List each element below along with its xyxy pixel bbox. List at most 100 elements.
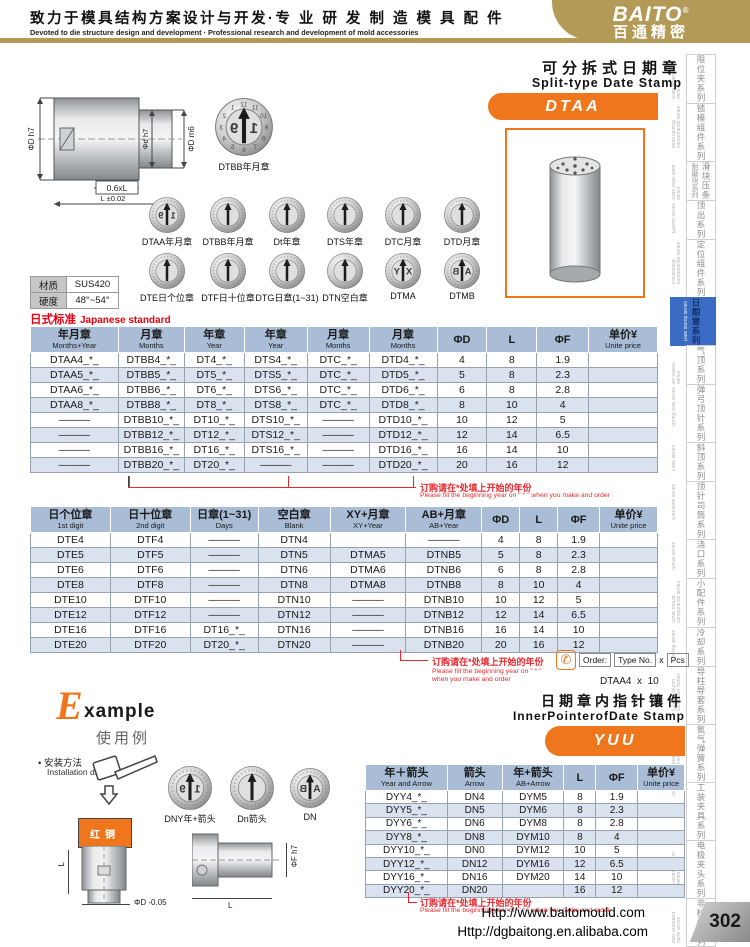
table-cell: DTBB4_*_ — [117, 352, 185, 368]
table-row: DYY10_*_ DN0 DYM12 10 5 — [365, 843, 685, 858]
table-cell: DTE6 — [30, 562, 111, 578]
column-header: 单价¥ Unite price — [637, 764, 685, 791]
table-cell: 16 — [481, 622, 521, 638]
sidebar-tab-14[interactable]: Guide Column Guide Set Series 导柱导套系列 — [672, 665, 716, 725]
sidebar-tab-4[interactable]: Ejector series 顶出系列 — [672, 199, 716, 240]
table-cell — [637, 870, 685, 885]
table-row: DYY5_*_ DN5 DYM6 8 2.3 — [365, 803, 685, 818]
table-cell: 8 — [519, 562, 559, 578]
sidebar-tab-6[interactable]: Date stamp series 日期章系列 — [670, 296, 716, 346]
sidebar-tab-zh: 电极夹头系列 — [696, 840, 706, 898]
column-header: 年+箭头 AB+Arrow — [501, 764, 565, 791]
dial-face — [210, 253, 246, 294]
technical-drawing: ΦD h7 Φd h7 ΦD m6 0.6xL L ±0.02 — [26, 84, 216, 214]
sidebar-tab-9[interactable]: Lifter series 斜顶系列 — [672, 442, 716, 482]
note1-bracket-v1 — [128, 476, 130, 487]
table-cell: 6 — [436, 382, 488, 398]
table-cell: 6.5 — [536, 427, 590, 443]
table-cell: DTC_*_ — [306, 352, 370, 368]
std-label-en: Japanese standard — [80, 315, 171, 326]
table-row: DTE10 DTF10 ——— DTN10 ——— DTNB10 10 12 5 — [30, 592, 658, 608]
sidebar-tab-zh: 氮气弹簧系列 — [696, 724, 706, 782]
sidebar-tab-12[interactable]: Small mould components series 小配件系列 — [672, 578, 716, 628]
svg-text:9: 9 — [264, 124, 268, 131]
table-cell: ——— — [329, 637, 407, 653]
table-cell — [329, 532, 407, 548]
sidebar-tab-en: Small mould components series — [672, 581, 682, 623]
order-times: x — [659, 655, 664, 665]
sidebar-tab-en: Ejector series — [672, 202, 677, 233]
table-cell — [637, 816, 685, 832]
table-cell: DTC_*_ — [306, 382, 370, 398]
table-cell: DTF16 — [109, 622, 191, 638]
svg-text:7: 7 — [253, 144, 257, 151]
sidebar-tab-8[interactable]: Spring core series 弹弓顶针系列 — [672, 384, 716, 443]
sidebar-tab-en: Slide wear plate series — [672, 163, 682, 200]
sidebar-tab-2[interactable]: Mold locking components series 锁模组件系列 — [672, 102, 716, 162]
table-row: ——— DTBB10_*_ DT10_*_ DTS10_*_ ——— DTD10_*_ 10… — [30, 412, 658, 428]
order-label: Order: — [579, 653, 612, 667]
phone-icon: ✆ — [556, 650, 576, 670]
table-row: DTE20 DTF20 DT20_*_ DTN20 ——— DTNB20 20 16 12 — [30, 637, 658, 653]
table-cell: DT5_*_ — [183, 367, 245, 383]
table-cell: DTD5_*_ — [368, 367, 438, 383]
sidebar-tab-zh: 顶针司筒系列 — [696, 482, 706, 539]
sidebar-tab-16[interactable]: Tools工装夹具系列 — [672, 781, 716, 841]
table-cell: 10 — [486, 397, 538, 413]
sidebar-tab-zh: 顶出系列 — [696, 200, 706, 239]
table-cell: 14 — [486, 442, 538, 458]
table-cell: 10 — [519, 577, 559, 593]
column-header: ΦF — [557, 506, 601, 533]
table-row: DTAA8_*_ DTBB8_*_ DT8_*_ DTS8_*_ DTC_*_ DTD8_… — [30, 397, 658, 413]
table-cell: DYY6_*_ — [365, 816, 448, 832]
table-cell: 10 — [481, 592, 521, 608]
footer-url-1[interactable]: Http://www.baitomould.com — [481, 905, 645, 920]
column-header: ΦD — [481, 506, 521, 533]
table-cell: DTNB6 — [405, 562, 483, 578]
sidebar-tab-13[interactable]: Cooling series 冷却系列 — [672, 626, 716, 667]
table-cell: DYY10_*_ — [365, 843, 448, 858]
table-cell: 5 — [557, 592, 601, 608]
svg-text:10: 10 — [260, 113, 268, 120]
table-cell: DYM5 — [501, 789, 565, 805]
table-cell: DTE5 — [30, 547, 111, 563]
table-cell: 1.9 — [557, 532, 601, 548]
table-row: DYY16_*_ DN16 DYM20 14 10 — [365, 870, 685, 885]
sidebar-tab-5[interactable]: Positioning components series 定位组件系列 — [672, 238, 716, 298]
sidebar-tab-3[interactable]: Slide wear plate series 耐磨块系列 滑块压条 — [672, 160, 716, 201]
table-cell: 12 — [436, 427, 488, 443]
table-cell: 16 — [486, 457, 538, 473]
table-cell: DTE20 — [30, 637, 111, 653]
sidebar-tab-11[interactable]: Sprue series 浇口系列 — [672, 539, 716, 579]
table-cell: DTNB5 — [405, 547, 483, 563]
table-cell: DTN6 — [257, 562, 331, 578]
table-cell — [501, 883, 565, 899]
table-row: DYY12_*_ DN12 DYM16 12 6.5 — [365, 856, 685, 872]
table-cell: 2.8 — [536, 382, 590, 398]
table-cell: DTN20 — [257, 637, 331, 653]
table-cell: 12 — [486, 412, 538, 428]
dim-phid: Φd h7 — [141, 129, 150, 150]
table-cell: 14 — [519, 607, 559, 623]
dial-label: DN — [303, 812, 317, 822]
column-header: 年章 Year — [183, 326, 245, 353]
install-method-en: Installation diagram — [47, 767, 121, 777]
table-cell: DTF8 — [109, 577, 191, 593]
table-cell: DTN16 — [257, 622, 331, 638]
order-note-zh: 订购请在*处填上开始的年份 — [432, 657, 544, 667]
big-dial-face: 1 2 3 4 5 6 7 8 9 10 11 12 9 1 — [215, 98, 273, 161]
sidebar-tab-en: Air valves series — [672, 362, 682, 384]
table-cell: DTBB10_*_ — [117, 412, 185, 428]
column-header: 空白章 Blank — [257, 506, 331, 533]
sidebar-tab-7[interactable]: Air valves series 气顶系列 — [672, 345, 716, 385]
table-cell: DTD12_*_ — [368, 427, 438, 443]
footer-url-2[interactable]: Http://dgbaitong.en.alibaba.com — [457, 924, 648, 939]
table-cell: DTNB8 — [405, 577, 483, 593]
sidebar-tab-1[interactable]: Slide retainer series 限位夹系列 — [672, 54, 716, 104]
order-type-no: Type No. — [614, 653, 657, 667]
sidebar-tab-10[interactable]: Extrusion series 顶针司筒系列 — [672, 481, 716, 540]
svg-text:9: 9 — [158, 211, 163, 221]
